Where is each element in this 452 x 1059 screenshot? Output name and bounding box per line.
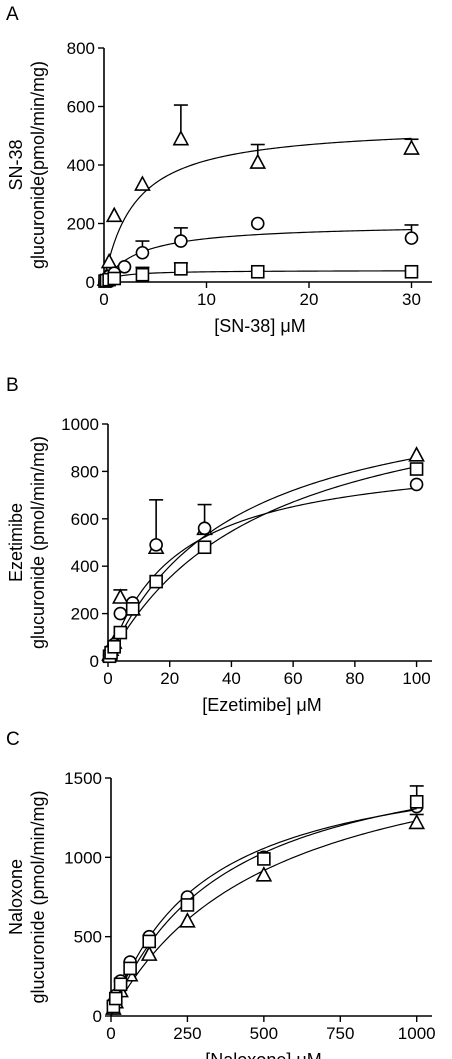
x-tick-label: 1000 (398, 1024, 436, 1043)
data-point-circle (149, 538, 163, 552)
data-point-triangle (100, 252, 118, 269)
data-point-square (107, 639, 121, 654)
y-tick-label: 800 (71, 462, 99, 481)
data-point-triangle (140, 945, 158, 961)
data-point-square (409, 462, 424, 476)
y-tick-label: 0 (90, 652, 99, 671)
data-point-square (149, 574, 163, 589)
data-point-circle (250, 216, 265, 231)
data-point-triangle (255, 866, 273, 882)
data-point-triangle (134, 175, 151, 191)
y-axis-label: Ezetimibe (6, 503, 26, 582)
chart-panel-b: B 0 200 400 600 800 1000 0 20 40 60 80 100 [Ezetimibe… (6, 375, 432, 715)
data-point-square (123, 961, 137, 976)
data-point-square (197, 540, 212, 555)
data-point-square (113, 625, 128, 640)
data-point-triangle (112, 588, 129, 604)
y-tick-label: 1000 (61, 415, 99, 434)
data-point-square (174, 262, 188, 276)
y-tick-label: 400 (67, 156, 95, 175)
data-point-square (125, 602, 140, 616)
y-tick-label: 1500 (64, 769, 102, 788)
x-tick-label: 60 (284, 669, 303, 688)
panel-label: B (6, 375, 19, 396)
data-point-square (142, 934, 157, 949)
y-tick-label: 800 (67, 39, 95, 58)
x-tick-label: 0 (106, 1024, 115, 1043)
y-tick-label: 200 (71, 605, 99, 624)
data-point-triangle (172, 129, 190, 146)
y-tick-label: 500 (74, 928, 102, 947)
y-axis-label: glucuronide (pmol/min/mg) (28, 790, 48, 1003)
data-point-square (404, 264, 419, 279)
data-point-square (107, 271, 122, 286)
x-axis-label: [Naloxone] μM (205, 1050, 321, 1059)
fit-curve-square (107, 466, 417, 662)
y-tick-label: 400 (71, 557, 99, 576)
fit-curve-square (110, 808, 417, 1017)
data-point-square (180, 898, 195, 912)
data-point-triangle (179, 912, 196, 928)
data-point-circle (117, 259, 132, 274)
data-point-circle (113, 606, 128, 621)
x-tick-label: 10 (197, 290, 216, 309)
data-point-square (409, 794, 424, 809)
chart-panel-c: C 0 500 1000 1500 0 250 500 750 1000 [Naloxone] μM… (6, 729, 436, 1059)
fit-curve-circle (110, 809, 417, 1017)
fit-curve-circle (103, 229, 412, 283)
x-tick-label: 20 (160, 669, 179, 688)
x-tick-label: 500 (250, 1024, 278, 1043)
y-tick-label: 600 (67, 98, 95, 117)
data-point-square (135, 267, 150, 282)
y-axis-label: Naloxone (6, 859, 26, 935)
x-tick-label: 0 (99, 290, 108, 309)
x-axis-label: [SN-38] μM (214, 316, 305, 336)
data-point-square (108, 991, 123, 1006)
data-point-triangle (408, 446, 425, 462)
y-tick-label: 0 (86, 273, 95, 292)
data-point-square (250, 264, 265, 279)
x-tick-label: 100 (402, 669, 430, 688)
fit-curve-circle (107, 487, 417, 662)
x-axis-label: [Ezetimibe] μM (202, 695, 321, 715)
data-point-circle (197, 521, 212, 536)
y-tick-label: 200 (67, 215, 95, 234)
x-tick-label: 30 (402, 290, 421, 309)
x-tick-label: 20 (300, 290, 319, 309)
y-axis-label: glucuronide (pmol/min/mg) (28, 436, 48, 649)
data-point-triangle (408, 813, 426, 830)
y-axis-label: glucuronide(pmol/min/mg) (28, 61, 48, 269)
panel-label: C (6, 729, 20, 750)
data-point-circle (174, 234, 188, 248)
y-tick-label: 600 (71, 510, 99, 529)
y-axis-label: SN-38 (6, 139, 26, 190)
data-point-square (257, 852, 271, 866)
x-tick-label: 40 (222, 669, 241, 688)
chart-panel-a: A 0 200 400 600 800 0 10 20 30 [SN-38] μM SN-38 gluc… (6, 4, 432, 336)
fit-curve-triangle (107, 457, 417, 662)
data-point-triangle (105, 206, 123, 223)
x-tick-label: 250 (173, 1024, 201, 1043)
data-point-circle (409, 477, 424, 492)
y-tick-label: 0 (93, 1007, 102, 1026)
data-point-circle (135, 245, 150, 260)
fit-curve-triangle (110, 820, 417, 1017)
x-tick-label: 80 (345, 669, 364, 688)
data-point-circle (404, 231, 419, 245)
y-tick-label: 1000 (64, 848, 102, 867)
x-tick-label: 0 (103, 669, 112, 688)
panel-label: A (6, 4, 19, 25)
data-point-square (113, 977, 128, 992)
data-point-triangle (403, 139, 420, 155)
data-point-triangle (249, 153, 267, 169)
x-tick-label: 750 (326, 1024, 354, 1043)
